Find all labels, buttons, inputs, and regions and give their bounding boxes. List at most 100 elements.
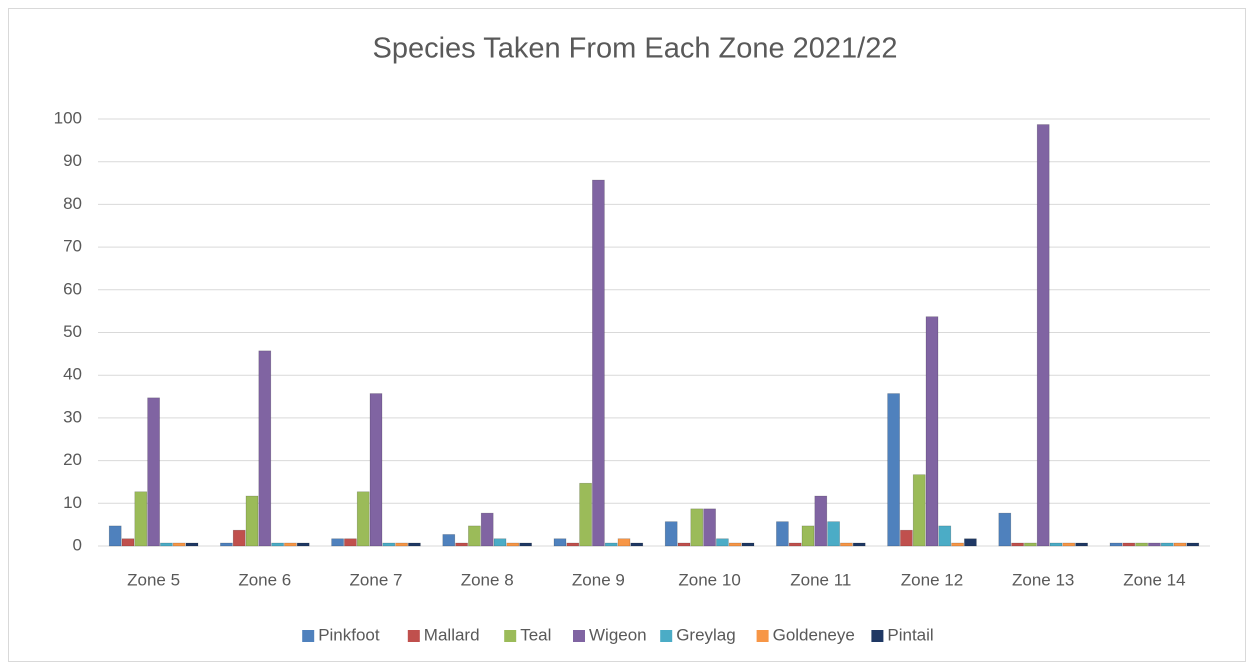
legend-label: Goldeneye [773,625,855,644]
bar [604,542,618,547]
bar [912,474,926,547]
bar [258,350,272,547]
bar [900,529,913,547]
x-tick-label: Zone 12 [901,570,963,589]
x-tick-label: Zone 5 [127,570,180,589]
bar [468,525,481,547]
bar [741,542,755,547]
bar [776,521,789,547]
bar [395,542,408,547]
bar [728,542,742,547]
bar [801,525,815,547]
bar [172,542,186,547]
bar [442,534,456,547]
bar [245,495,259,547]
bar [887,393,900,547]
bar [369,393,383,547]
bar [998,512,1012,547]
x-tick-label: Zone 13 [1012,570,1074,589]
y-tick-label: 90 [63,151,82,170]
bar [284,542,297,547]
bar [185,542,199,547]
y-tick-label: 10 [63,493,82,512]
x-tick-label: Zone 8 [461,570,514,589]
bar [1049,542,1063,547]
bar [108,525,122,547]
bar [677,542,691,547]
y-tick-label: 20 [63,450,82,469]
bar [592,179,605,547]
y-tick-label: 60 [63,279,82,298]
bar [1160,542,1174,547]
x-tick-label: Zone 11 [790,570,851,589]
x-tick-label: Zone 10 [678,570,740,589]
bar [506,542,520,547]
bar [1062,542,1076,547]
bar [344,538,357,547]
legend-swatch [302,630,315,642]
bar [664,521,678,547]
bar [1135,542,1148,547]
bar [1148,542,1161,547]
chart-border [8,8,1246,662]
bar [271,542,284,547]
x-tick-label: Zone 7 [350,570,403,589]
bar [382,542,396,547]
bar [951,542,964,547]
bar [814,495,828,547]
bar [703,508,716,547]
bar [925,316,939,547]
bar [788,542,802,547]
y-tick-label: 40 [63,365,82,384]
y-tick-label: 50 [63,322,82,341]
bar [553,538,567,547]
y-tick-label: 80 [63,194,82,213]
bar [566,542,580,547]
bar [480,512,494,547]
chart-title: Species Taken From Each Zone 2021/22 [372,33,897,65]
bar [232,529,246,547]
bar [827,521,840,547]
legend-label: Mallard [424,625,480,644]
y-tick-label: 0 [73,535,82,554]
bar [938,525,952,547]
bar [840,542,853,547]
bar [690,508,704,547]
bar [296,542,310,547]
bar [356,491,370,547]
legend-swatch [573,630,585,642]
x-tick-label: Zone 14 [1123,570,1185,589]
bar [1011,542,1024,547]
legend-label: Teal [520,625,551,644]
bar [1173,542,1187,547]
bar [519,542,532,547]
bar [852,542,866,547]
bar [493,538,507,547]
bar [1075,542,1088,547]
legend-label: Pinkfoot [318,625,380,644]
bar [134,491,148,547]
bar [1109,542,1123,547]
y-tick-label: 30 [63,407,82,426]
legend-swatch [407,630,420,642]
bar [630,542,644,547]
bar [121,538,135,547]
bar [1122,542,1136,547]
bar [147,397,160,547]
y-tick-label: 100 [54,108,82,127]
legend-swatch [660,630,673,642]
bar [964,538,977,547]
x-tick-label: Zone 6 [238,570,291,589]
bar [331,538,344,547]
legend-label: Wigeon [589,625,647,644]
bar [1186,542,1200,547]
bar [1024,542,1037,547]
x-tick-label: Zone 9 [572,570,625,589]
bar [1036,124,1050,547]
bar [716,538,729,547]
bar [408,542,421,547]
legend-label: Pintail [887,625,933,644]
legend-swatch [756,630,769,642]
y-tick-label: 70 [63,237,82,256]
